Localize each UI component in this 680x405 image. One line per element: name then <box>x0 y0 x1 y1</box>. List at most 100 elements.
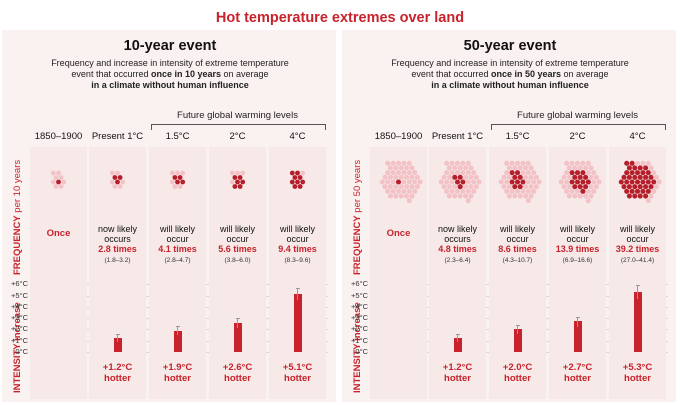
intensity-bar <box>573 321 582 352</box>
error-bar-cap <box>635 285 640 287</box>
extreme-event-dot <box>297 184 303 189</box>
intensity-tick-label: +4°C <box>351 301 368 311</box>
year-dot <box>653 184 659 190</box>
frequency-verb: occur <box>226 234 249 244</box>
error-bar-cap <box>455 333 460 335</box>
year-dot <box>512 165 518 171</box>
future-warming-label: Future global warming levels <box>517 110 638 121</box>
frequency-dot-cluster <box>229 170 246 189</box>
year-dot <box>109 179 115 185</box>
year-dot <box>404 193 410 199</box>
extreme-event-dot <box>640 170 646 176</box>
intensity-tick-label: +2°C <box>351 324 368 334</box>
extreme-event-dot <box>517 184 523 190</box>
year-dot <box>504 179 510 185</box>
year-dot <box>169 179 175 185</box>
hotter-word: hotter <box>104 373 131 384</box>
column-background <box>269 147 326 399</box>
year-dot <box>585 188 591 194</box>
extreme-event-dot <box>112 175 118 180</box>
extreme-event-dot <box>626 184 632 190</box>
extreme-event-dot <box>621 184 627 190</box>
year-dot <box>50 170 56 176</box>
intensity-tick-label: +4°C <box>11 301 28 311</box>
extreme-event-dot <box>643 184 649 190</box>
year-dot <box>533 184 539 190</box>
year-dot <box>398 174 404 180</box>
extreme-event-dot <box>648 174 654 180</box>
year-dot <box>504 160 510 166</box>
year-dot <box>229 179 235 185</box>
extreme-event-dot <box>618 179 624 185</box>
intensity-tick-label: +2°C <box>11 324 28 334</box>
description-line: on average <box>561 69 609 79</box>
frequency-range: (2.8–4.7) <box>164 257 191 264</box>
future-warming-label: Future global warming levels <box>177 110 298 121</box>
frequency-dot-cluster <box>379 160 423 204</box>
year-dot <box>446 174 452 180</box>
year-dot <box>414 184 420 190</box>
description-line: Frequency and increase in intensity of e… <box>51 58 289 68</box>
year-dot <box>385 160 391 166</box>
extreme-event-dot <box>632 193 638 199</box>
extreme-event-dot <box>509 179 515 185</box>
year-dot <box>406 188 412 194</box>
year-dot <box>596 179 602 185</box>
frequency-axis-label: FREQUENCY per 10 years <box>12 160 23 275</box>
period-label: 4°C <box>629 131 646 142</box>
description-emphasis: in a climate without human influence <box>91 80 249 90</box>
extreme-event-dot <box>577 174 583 180</box>
frequency-verb: occur <box>506 234 529 244</box>
year-dot <box>536 179 542 185</box>
year-dot <box>566 165 572 171</box>
extreme-event-dot <box>624 188 630 194</box>
extreme-event-dot <box>177 175 183 180</box>
year-dot <box>463 165 469 171</box>
extreme-event-dot <box>235 179 240 185</box>
year-dot <box>401 179 407 185</box>
extreme-event-dot <box>621 174 627 180</box>
year-dot <box>564 179 570 185</box>
year-dot <box>577 193 583 199</box>
extreme-event-dot <box>232 175 238 180</box>
frequency-range: (2.3–6.4) <box>444 257 471 264</box>
year-dot <box>452 193 458 199</box>
error-bar <box>637 285 638 299</box>
future-bracket <box>491 124 666 130</box>
year-dot <box>441 184 447 190</box>
intensity-hotter-label: +2.6°C hotter <box>209 362 266 384</box>
error-bar-cap <box>295 287 300 289</box>
year-dot <box>169 170 175 176</box>
year-dot <box>465 160 471 166</box>
year-dot <box>53 175 59 180</box>
year-dot <box>390 179 396 185</box>
extreme-event-dot <box>457 184 463 190</box>
year-dot <box>401 188 407 194</box>
extreme-event-dot <box>643 174 649 180</box>
year-dot <box>120 179 126 185</box>
year-dot <box>452 184 458 190</box>
hotter-word: hotter <box>284 373 311 384</box>
hotter-value: +2.6°C <box>222 362 253 373</box>
frequency-multiplier: 13.9 times <box>555 244 600 254</box>
frequency-multiplier: 39.2 times <box>615 244 660 254</box>
year-dot <box>393 165 399 171</box>
year-dot <box>509 188 515 194</box>
year-dot <box>517 193 523 199</box>
frequency-once: Once <box>386 228 411 239</box>
year-dot <box>444 160 450 166</box>
description-line: on average <box>221 69 269 79</box>
year-dot <box>564 188 570 194</box>
period-label: 1.5°C <box>505 131 530 142</box>
intensity-hotter-label: +2.0°C hotter <box>489 362 546 384</box>
extreme-event-dot <box>640 188 646 194</box>
year-dot <box>446 184 452 190</box>
intensity-bar <box>293 294 302 352</box>
event-title: 50-year event <box>463 38 557 54</box>
year-dot <box>393 174 399 180</box>
year-dot <box>463 174 469 180</box>
year-dot <box>385 188 391 194</box>
frequency-dot-cluster <box>50 170 67 189</box>
extreme-event-dot <box>572 184 578 190</box>
year-dot <box>648 165 654 171</box>
